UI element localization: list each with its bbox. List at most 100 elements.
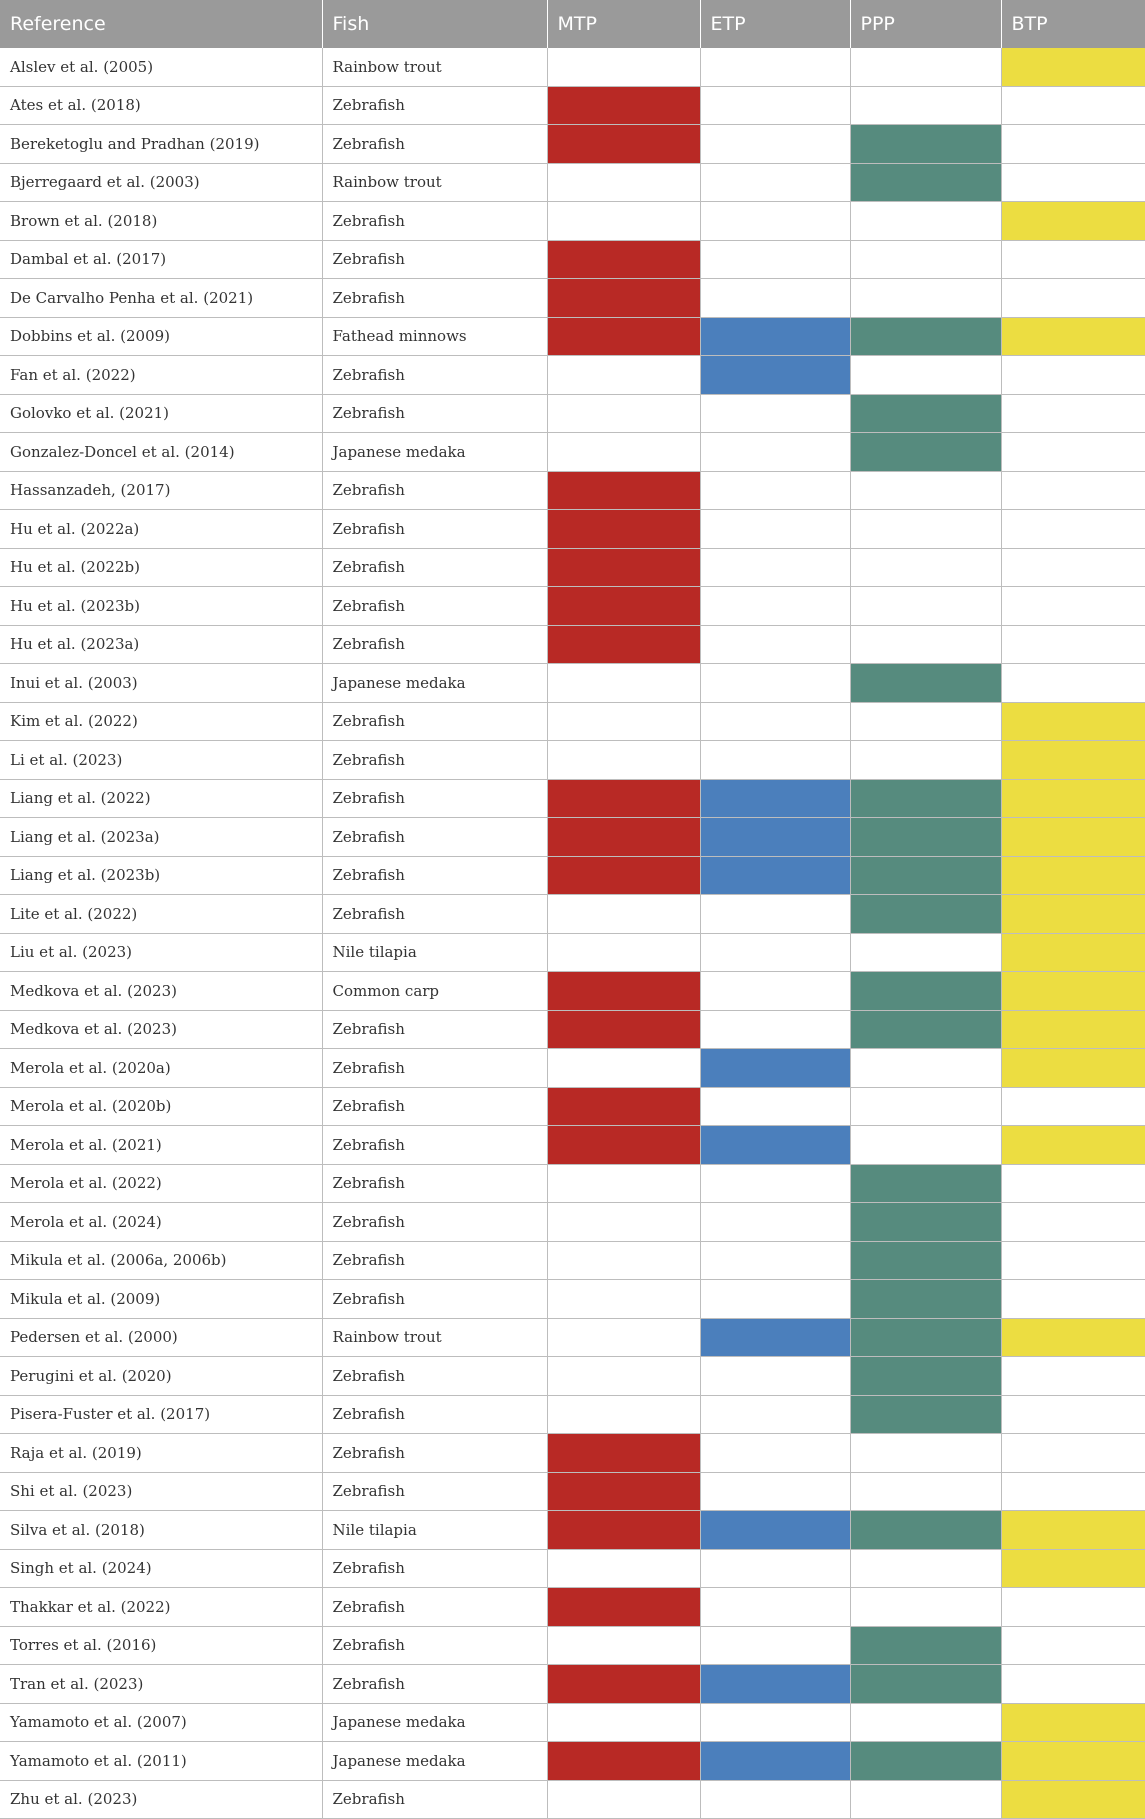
ppp-cell: [850, 201, 1002, 241]
ppp-cell: [850, 509, 1002, 549]
fish-cell: Zebrafish: [322, 509, 548, 549]
ppp-cell: [850, 933, 1002, 972]
btp-cell: [1001, 124, 1145, 164]
ppp-cell: [850, 1433, 1002, 1473]
btp-cell: [1001, 1202, 1145, 1242]
etp-cell: [700, 1510, 851, 1550]
header-reference: Reference: [0, 0, 323, 48]
ppp-cell: [850, 1279, 1002, 1319]
etp-cell: [700, 1587, 851, 1627]
mtp-cell: [547, 432, 701, 472]
table-row: Thakkar et al. (2022) Zebrafish: [0, 1587, 1145, 1627]
mtp-cell: [547, 1626, 701, 1665]
etp-cell: [700, 933, 851, 972]
mtp-cell: [547, 586, 701, 626]
ppp-cell: [850, 124, 1002, 164]
etp-cell: [700, 817, 851, 857]
btp-cell: [1001, 1356, 1145, 1396]
ppp-cell: [850, 1587, 1002, 1627]
reference-cell: Yamamoto et al. (2011): [0, 1741, 323, 1781]
table-row: Tran et al. (2023) Zebrafish: [0, 1664, 1145, 1704]
reference-cell: Medkova et al. (2023): [0, 971, 323, 1011]
etp-cell: [700, 702, 851, 741]
mtp-cell: [547, 1048, 701, 1088]
header-mtp: MTP: [547, 0, 701, 48]
reference-cell: Merola et al. (2022): [0, 1164, 323, 1203]
reference-cell: Singh et al. (2024): [0, 1549, 323, 1588]
mtp-cell: [547, 1510, 701, 1550]
ppp-cell: [850, 48, 1002, 87]
fish-cell: Zebrafish: [322, 1048, 548, 1088]
header-btp: BTP: [1001, 0, 1145, 48]
fish-cell: Zebrafish: [322, 1395, 548, 1434]
fish-cell: Rainbow trout: [322, 163, 548, 202]
btp-cell: [1001, 971, 1145, 1011]
fish-cell: Zebrafish: [322, 1664, 548, 1704]
fish-cell: Zebrafish: [322, 124, 548, 164]
table-row: Hu et al. (2022a) Zebrafish: [0, 509, 1145, 549]
btp-cell: [1001, 394, 1145, 433]
fish-cell: Zebrafish: [322, 586, 548, 626]
reference-cell: Liang et al. (2022): [0, 779, 323, 818]
fish-cell: Zebrafish: [322, 740, 548, 780]
table-row: Hassanzadeh, (2017) Zebrafish: [0, 471, 1145, 510]
reference-cell: Hu et al. (2022a): [0, 509, 323, 549]
reference-cell: De Carvalho Penha et al. (2021): [0, 278, 323, 318]
btp-cell: [1001, 817, 1145, 857]
ppp-cell: [850, 432, 1002, 472]
ppp-cell: [850, 1048, 1002, 1088]
etp-cell: [700, 1164, 851, 1203]
ppp-cell: [850, 1010, 1002, 1049]
ppp-cell: [850, 1202, 1002, 1242]
reference-cell: Raja et al. (2019): [0, 1433, 323, 1473]
etp-cell: [700, 1780, 851, 1819]
ppp-cell: [850, 894, 1002, 934]
btp-cell: [1001, 163, 1145, 202]
reference-cell: Yamamoto et al. (2007): [0, 1703, 323, 1742]
reference-cell: Shi et al. (2023): [0, 1472, 323, 1511]
etp-cell: [700, 1433, 851, 1473]
reference-cell: Ates et al. (2018): [0, 86, 323, 125]
mtp-cell: [547, 1472, 701, 1511]
reference-cell: Liang et al. (2023a): [0, 817, 323, 857]
table-row: Gonzalez-Doncel et al. (2014) Japanese me…: [0, 432, 1145, 472]
ppp-cell: [850, 1510, 1002, 1550]
table-row: Hu et al. (2022b) Zebrafish: [0, 548, 1145, 587]
etp-cell: [700, 1048, 851, 1088]
table-row: Kim et al. (2022) Zebrafish: [0, 702, 1145, 741]
table-row: Dobbins et al. (2009) Fathead minnows: [0, 317, 1145, 356]
fish-cell: Zebrafish: [322, 702, 548, 741]
fish-cell: Japanese medaka: [322, 432, 548, 472]
table-row: Liang et al. (2023b) Zebrafish: [0, 856, 1145, 895]
etp-cell: [700, 548, 851, 587]
etp-cell: [700, 1279, 851, 1319]
ppp-cell: [850, 702, 1002, 741]
mtp-cell: [547, 1587, 701, 1627]
fish-cell: Nile tilapia: [322, 933, 548, 972]
etp-cell: [700, 471, 851, 510]
mtp-cell: [547, 663, 701, 703]
reference-cell: Torres et al. (2016): [0, 1626, 323, 1665]
table-row: Liu et al. (2023) Nile tilapia: [0, 933, 1145, 972]
fish-cell: Zebrafish: [322, 894, 548, 934]
fish-cell: Zebrafish: [322, 240, 548, 279]
reference-cell: Pisera-Fuster et al. (2017): [0, 1395, 323, 1434]
btp-cell: [1001, 625, 1145, 664]
mtp-cell: [547, 817, 701, 857]
btp-cell: [1001, 779, 1145, 818]
mtp-cell: [547, 1356, 701, 1396]
etp-cell: [700, 1395, 851, 1434]
reference-cell: Gonzalez-Doncel et al. (2014): [0, 432, 323, 472]
btp-cell: [1001, 1587, 1145, 1627]
etp-cell: [700, 1318, 851, 1357]
mtp-cell: [547, 740, 701, 780]
mtp-cell: [547, 548, 701, 587]
fish-cell: Zebrafish: [322, 1279, 548, 1319]
table-body: Alslev et al. (2005) Rainbow trout Ates et…: [0, 48, 1145, 1819]
fish-cell: Zebrafish: [322, 1433, 548, 1473]
table-row: Bereketoglu and Pradhan (2019) Zebrafish: [0, 124, 1145, 164]
mtp-cell: [547, 1202, 701, 1242]
btp-cell: [1001, 1279, 1145, 1319]
reference-cell: Lite et al. (2022): [0, 894, 323, 934]
ppp-cell: [850, 1087, 1002, 1126]
